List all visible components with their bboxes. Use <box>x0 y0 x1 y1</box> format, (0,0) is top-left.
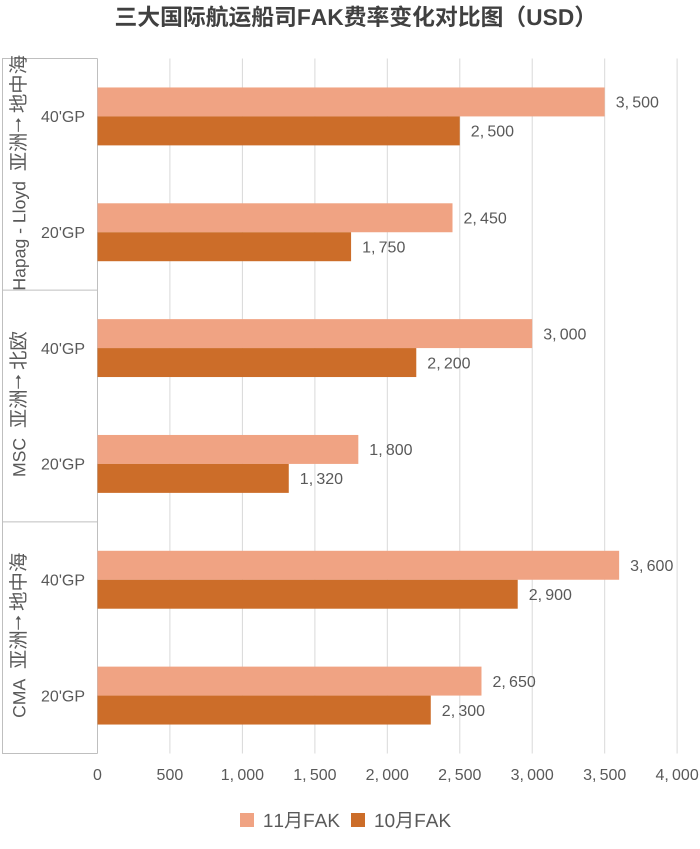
svg-text:1, 320: 1, 320 <box>300 471 343 488</box>
svg-text:4, 000: 4, 000 <box>655 767 698 784</box>
svg-text:2, 500: 2, 500 <box>471 124 514 141</box>
svg-text:3, 500: 3, 500 <box>583 767 626 784</box>
svg-text:0: 0 <box>93 767 102 784</box>
svg-text:20'GP: 20'GP <box>41 225 85 242</box>
svg-text:1, 500: 1, 500 <box>293 767 336 784</box>
svg-text:2, 500: 2, 500 <box>438 767 481 784</box>
svg-text:1, 750: 1, 750 <box>362 240 405 257</box>
svg-text:40'GP: 40'GP <box>41 573 85 590</box>
svg-text:3, 600: 3, 600 <box>630 558 673 575</box>
svg-text:40'GP: 40'GP <box>41 109 85 126</box>
svg-text:3, 500: 3, 500 <box>616 95 659 112</box>
svg-text:2, 900: 2, 900 <box>529 587 572 604</box>
svg-text:2, 000: 2, 000 <box>366 767 409 784</box>
svg-text:1, 800: 1, 800 <box>369 442 412 459</box>
svg-text:2, 300: 2, 300 <box>442 703 485 720</box>
svg-text:500: 500 <box>157 767 184 784</box>
svg-text:20'GP: 20'GP <box>41 457 85 474</box>
svg-text:3, 000: 3, 000 <box>511 767 554 784</box>
svg-text:2, 200: 2, 200 <box>427 355 470 372</box>
svg-text:2, 450: 2, 450 <box>464 211 507 228</box>
svg-text:40'GP: 40'GP <box>41 341 85 358</box>
svg-text:1, 000: 1, 000 <box>221 767 264 784</box>
svg-text:3, 000: 3, 000 <box>543 326 586 343</box>
svg-text:20'GP: 20'GP <box>41 688 85 705</box>
svg-text:2, 650: 2, 650 <box>493 674 536 691</box>
